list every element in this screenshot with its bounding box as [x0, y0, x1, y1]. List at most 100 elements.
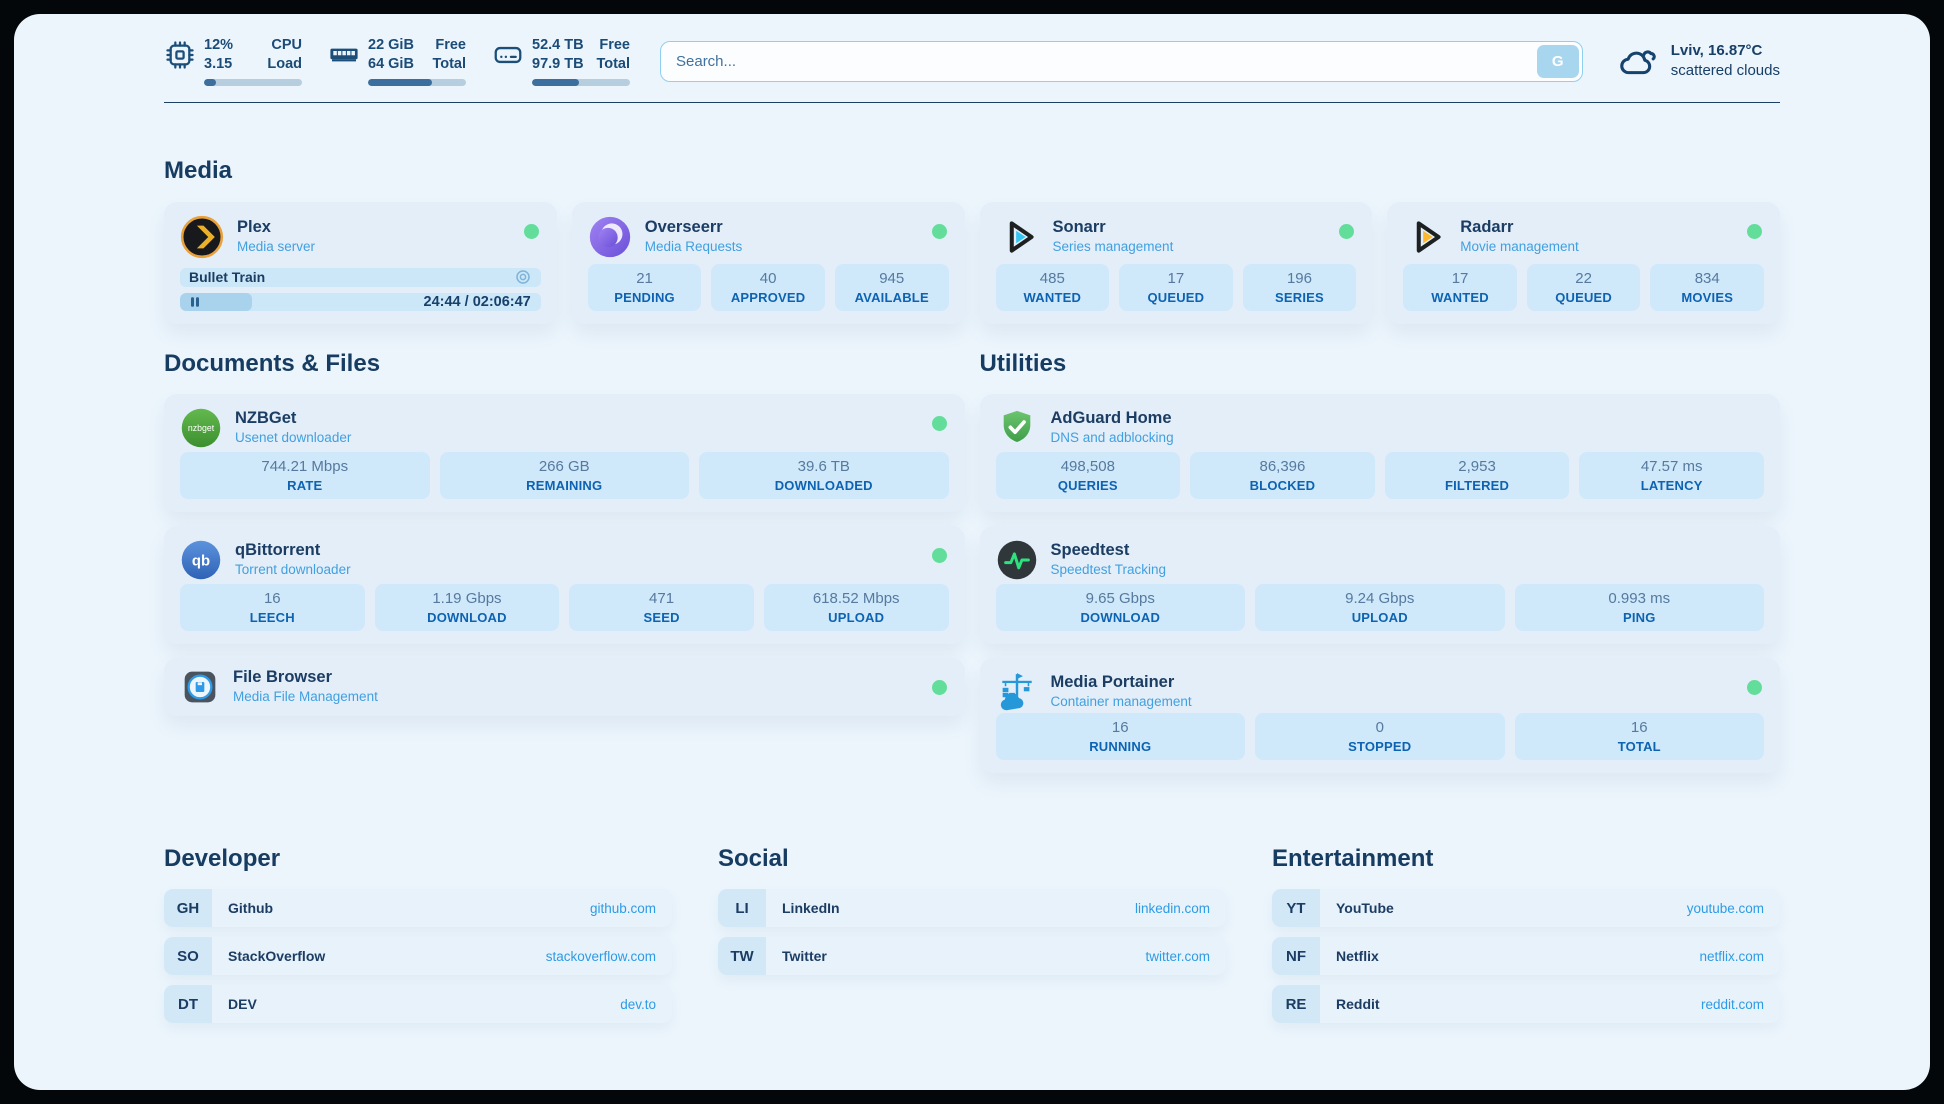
- playback-time: 24:44 / 02:06:47: [423, 293, 531, 310]
- link-name: YouTube: [1336, 900, 1394, 916]
- adguard-card[interactable]: AdGuard Home DNS and adblocking 498,508 Q…: [979, 394, 1780, 512]
- stat-box: 618.52 Mbps UPLOAD: [763, 584, 949, 631]
- cpu-label: CPU: [271, 37, 302, 53]
- stat-label: RATE: [287, 477, 323, 493]
- top-bar: 12% 3.15 CPU Load: [164, 36, 1780, 86]
- stat-box: 17 QUEUED: [1119, 264, 1233, 311]
- link-url: twitter.com: [1145, 948, 1210, 964]
- stat-label: AVAILABLE: [854, 289, 929, 305]
- stat-box: 39.6 TB DOWNLOADED: [699, 452, 949, 499]
- stat-box: 834 MOVIES: [1650, 264, 1764, 311]
- stat-label: WANTED: [1023, 289, 1082, 305]
- stat-value: 0.993 ms: [1608, 589, 1671, 607]
- stat-box: 945 AVAILABLE: [834, 264, 949, 311]
- social-links-group: Social LI LinkedIn linkedin.com TW Twitt…: [718, 845, 1226, 1033]
- plex-card[interactable]: Plex Media server Bullet Train 24:44 / 0…: [164, 202, 557, 324]
- link-linkedin[interactable]: LI LinkedIn linkedin.com: [718, 889, 1226, 927]
- filebrowser-icon: [184, 671, 216, 703]
- nzbget-card[interactable]: nzbget NZBGet Usenet downloader 744.21 M…: [164, 394, 965, 512]
- speedtest-card[interactable]: Speedtest Speedtest Tracking 9.65 Gbps DO…: [979, 526, 1780, 644]
- disk-stat: 52.4 TB 97.9 TB Free Total: [492, 36, 630, 86]
- topbar-divider: [164, 102, 1780, 103]
- stat-label: LATENCY: [1640, 477, 1703, 493]
- search-input[interactable]: [660, 40, 1583, 82]
- stat-value: 744.21 Mbps: [261, 457, 349, 475]
- ram-free-label: Free: [435, 37, 466, 53]
- disk-progress-bar: [532, 79, 630, 86]
- stat-value: 39.6 TB: [797, 457, 850, 475]
- stat-value: 0: [1375, 718, 1384, 736]
- media-section-heading: Media: [164, 157, 233, 184]
- stat-value: 17: [1167, 269, 1185, 287]
- status-dot: [1747, 224, 1762, 239]
- link-youtube[interactable]: YT YouTube youtube.com: [1272, 889, 1780, 927]
- stat-value: 618.52 Mbps: [812, 589, 900, 607]
- portainer-icon: [1000, 673, 1032, 711]
- cpu-stat: 12% 3.15 CPU Load: [164, 36, 302, 86]
- stat-label: RUNNING: [1089, 738, 1152, 754]
- stat-box: 498,508 QUERIES: [995, 452, 1181, 499]
- disk-free-value: 52.4 TB: [532, 37, 584, 53]
- filebrowser-card[interactable]: File Browser Media File Management: [164, 658, 965, 716]
- stat-value: 16: [1111, 718, 1129, 736]
- card-subtitle: Movie management: [1460, 239, 1579, 254]
- stat-label: STOPPED: [1348, 738, 1412, 754]
- stat-box: 744.21 Mbps RATE: [180, 452, 430, 499]
- svg-text:nzbget: nzbget: [188, 423, 215, 433]
- link-dev[interactable]: DT DEV dev.to: [164, 985, 672, 1023]
- stat-value: 21: [636, 269, 653, 287]
- card-title: Radarr: [1460, 218, 1514, 236]
- link-name: Github: [228, 900, 274, 916]
- stat-value: 196: [1286, 269, 1312, 287]
- link-url: linkedin.com: [1134, 900, 1210, 916]
- overseerr-card[interactable]: Overseerr Media Requests 21 PENDING 40 APP…: [571, 202, 965, 324]
- portainer-card[interactable]: Media Portainer Container management 16 R…: [979, 658, 1780, 773]
- documents-column: Documents & Files nzbget NZBGet Usenet d…: [164, 350, 965, 787]
- svg-text:qb: qb: [192, 553, 210, 569]
- link-netflix[interactable]: NF Netflix netflix.com: [1272, 937, 1780, 975]
- qbittorrent-icon: qb: [181, 540, 221, 580]
- cpu-load-label: Load: [267, 56, 302, 72]
- link-badge: RE: [1272, 985, 1320, 1023]
- stat-label: QUERIES: [1057, 477, 1118, 493]
- link-name: Reddit: [1336, 996, 1380, 1012]
- disk-icon: [494, 46, 522, 64]
- card-subtitle: Media Requests: [644, 239, 743, 254]
- speedtest-icon: [997, 540, 1036, 580]
- cpu-progress-bar: [204, 79, 302, 86]
- link-stackoverflow[interactable]: SO StackOverflow stackoverflow.com: [164, 937, 672, 975]
- stat-label: FILTERED: [1444, 477, 1510, 493]
- card-subtitle: Usenet downloader: [235, 430, 352, 445]
- stat-value: 945: [879, 269, 905, 287]
- link-badge: GH: [164, 889, 212, 927]
- sonarr-icon: [1009, 221, 1034, 253]
- disk-total-value: 97.9 TB: [532, 56, 584, 72]
- stat-value: 2,953: [1458, 457, 1496, 475]
- weather-location-temp: Lviv, 16.87°C: [1670, 42, 1763, 59]
- card-title: Plex: [237, 218, 271, 236]
- pause-icon[interactable]: [188, 295, 202, 309]
- playback-progress-bar[interactable]: 24:44 / 02:06:47: [180, 292, 541, 311]
- card-title: Sonarr: [1052, 218, 1106, 236]
- search-engine-button[interactable]: G: [1536, 44, 1579, 78]
- card-title: Overseerr: [644, 218, 723, 236]
- stat-value: 485: [1039, 269, 1065, 287]
- stat-box: 196 SERIES: [1242, 264, 1357, 311]
- target-icon[interactable]: [514, 268, 532, 286]
- radarr-card[interactable]: Radarr Movie management 17 WANTED 22 QUEUE…: [1387, 202, 1780, 324]
- link-github[interactable]: GH Github github.com: [164, 889, 672, 927]
- qbittorrent-card[interactable]: qb qBittorrent Torrent downloader 16 LEEC…: [164, 526, 965, 644]
- card-title: Speedtest: [1050, 541, 1130, 559]
- link-badge: LI: [718, 889, 766, 927]
- link-badge: NF: [1272, 937, 1320, 975]
- link-twitter[interactable]: TW Twitter twitter.com: [718, 937, 1226, 975]
- link-reddit[interactable]: RE Reddit reddit.com: [1272, 985, 1780, 1023]
- disk-total-label: Total: [596, 56, 630, 72]
- adguard-icon: [1003, 410, 1030, 442]
- stat-value: 22: [1575, 269, 1592, 287]
- stat-box: 17 WANTED: [1403, 264, 1517, 311]
- stat-box: 86,396 BLOCKED: [1190, 452, 1375, 499]
- stat-label: PING: [1622, 609, 1656, 625]
- sonarr-card[interactable]: Sonarr Series management 485 WANTED 17 QUE…: [979, 202, 1373, 324]
- stat-label: DOWNLOAD: [427, 609, 507, 625]
